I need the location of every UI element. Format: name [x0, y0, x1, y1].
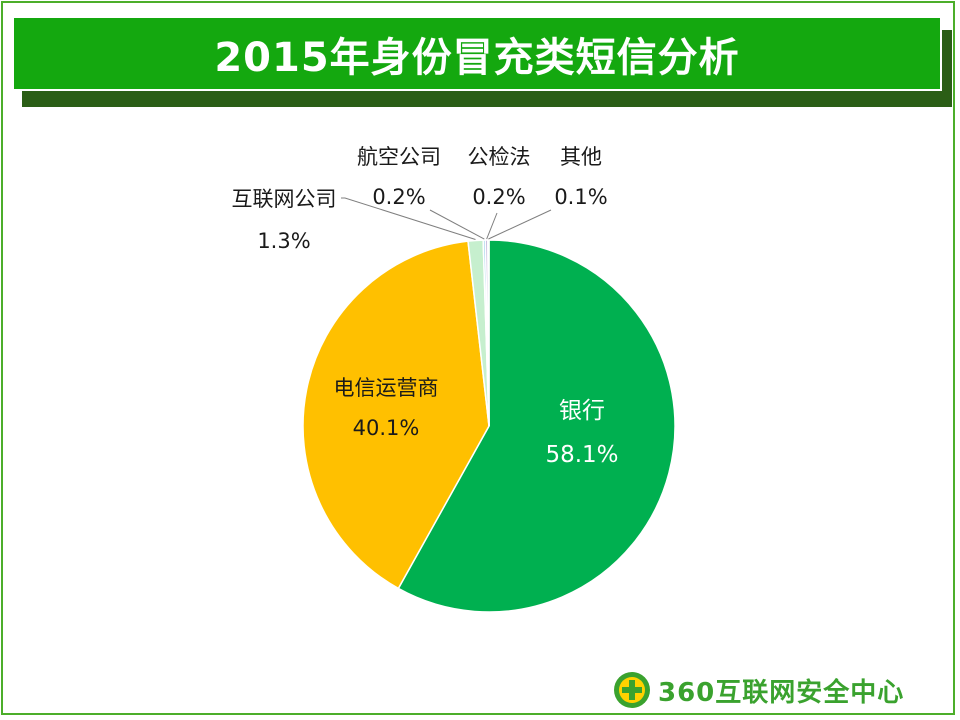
- shield-cross-icon: [614, 672, 650, 708]
- slice-value-4: 0.2%: [372, 185, 425, 209]
- slice-value-5: 0.2%: [472, 185, 525, 209]
- pie-slice-1: [397, 239, 676, 613]
- slice-label-5: 公检法: [468, 145, 531, 169]
- leader-line-5: [486, 212, 498, 240]
- title-banner: 2015年身份冒充类短信分析: [12, 16, 942, 91]
- slice-label-4: 航空公司: [357, 145, 441, 169]
- slice-value-1: 58.1%: [545, 442, 618, 468]
- slice-label-2: 电信运营商: [334, 376, 439, 400]
- slice-label-1: 银行: [559, 398, 605, 424]
- brand-logo-area: 360互联网安全中心: [612, 668, 942, 712]
- leader-line-3: [341, 197, 476, 240]
- leader-line-6: [488, 209, 552, 240]
- slice-value-3: 1.3%: [257, 229, 310, 253]
- page-title: 2015年身份冒充类短信分析: [214, 34, 740, 81]
- pie-slice-2: [302, 240, 490, 590]
- brand-name: 360互联网安全中心: [658, 677, 905, 708]
- slice-label-6: 其他: [560, 145, 602, 169]
- slice-value-6: 0.1%: [554, 185, 607, 209]
- slice-label-3: 互联网公司: [232, 187, 337, 211]
- pie-slice-6: [487, 239, 490, 427]
- slice-value-2: 40.1%: [353, 416, 420, 440]
- leader-line-4: [429, 209, 485, 240]
